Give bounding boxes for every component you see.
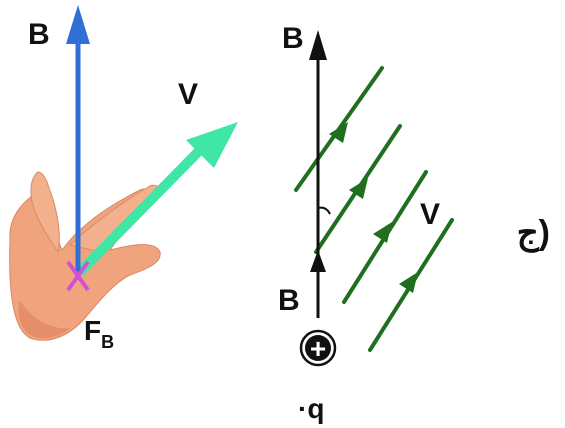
right-b-top-label: B	[282, 22, 304, 55]
velocity-arrow-left	[75, 122, 238, 277]
force-cross-icon	[66, 260, 90, 292]
left-force-label: FB	[84, 315, 114, 352]
angle-arc	[317, 206, 331, 215]
hand-shadow	[18, 300, 71, 339]
charge-circle	[299, 329, 337, 367]
magnetic-field-axis-right	[309, 30, 327, 318]
hand-thumb	[30, 171, 60, 254]
right-b-bottom-label: B	[278, 284, 300, 317]
charge-label: ·q	[298, 393, 324, 424]
field-line-arrowheads	[329, 122, 418, 293]
right-v-label: V	[420, 198, 440, 231]
magnetic-field-arrow-left	[66, 5, 90, 272]
left-v-label: V	[178, 78, 198, 111]
option-label: ج)	[517, 214, 550, 253]
charge-plus-sign: +	[310, 333, 326, 364]
left-b-label: B	[28, 18, 50, 51]
